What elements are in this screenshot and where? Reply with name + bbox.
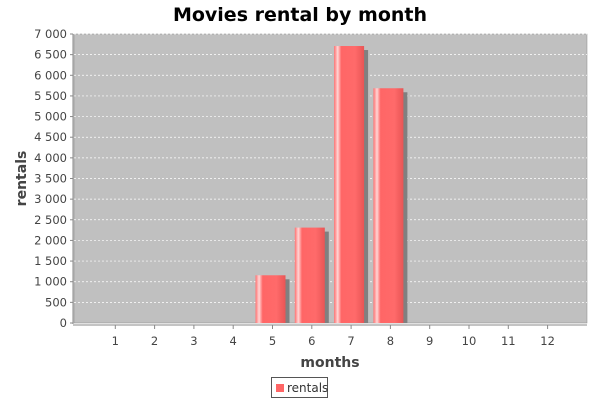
y-axis: 0 500 1 000 1 500 2 000 2 500 3 000 3 500 4 000 4… — [34, 27, 74, 330]
bar-8 — [373, 88, 404, 324]
y-tick-label: 5 000 — [34, 110, 67, 124]
x-tick-label: 3 — [190, 334, 197, 348]
bar-5 — [255, 275, 286, 323]
x-tick-label: 11 — [501, 334, 516, 348]
x-tick-label: 12 — [540, 334, 555, 348]
legend-label: rentals — [287, 381, 328, 395]
bar-6 — [294, 227, 325, 323]
x-tick-label: 1 — [112, 334, 119, 348]
x-axis-label: months — [300, 355, 359, 371]
y-tick-label: 5 500 — [34, 89, 67, 103]
x-axis: 1 2 3 4 5 6 7 8 9 10 11 12 — [73, 324, 587, 348]
y-tick-label: 6 500 — [34, 48, 67, 62]
bar-7 — [334, 46, 365, 324]
y-tick-label: 500 — [45, 295, 67, 309]
legend-box — [271, 377, 328, 398]
y-tick-label: 4 500 — [34, 130, 67, 144]
y-tick-label: 2 000 — [34, 233, 67, 247]
x-tick-label: 6 — [308, 334, 315, 348]
y-tick-label: 7 000 — [34, 27, 67, 41]
y-tick-label: 6 000 — [34, 68, 67, 82]
y-tick-label: 1 500 — [34, 254, 67, 268]
x-tick-label: 5 — [269, 334, 276, 348]
x-tick-label: 2 — [151, 334, 158, 348]
y-axis-label: rentals — [14, 151, 30, 207]
y-tick-label: 2 500 — [34, 213, 67, 227]
y-tick-label: 4 000 — [34, 151, 67, 165]
x-tick-label: 9 — [426, 334, 433, 348]
y-tick-label: 1 000 — [34, 275, 67, 289]
bars — [255, 46, 408, 324]
grid-lines — [74, 33, 587, 303]
legend: rentals — [271, 377, 328, 398]
x-tick-label: 7 — [347, 334, 354, 348]
x-tick-label: 8 — [387, 334, 394, 348]
y-tick-label: 0 — [60, 316, 67, 330]
legend-swatch — [276, 384, 284, 392]
y-tick-label: 3 000 — [34, 192, 67, 206]
x-tick-label: 4 — [230, 334, 237, 348]
y-tick-label: 3 500 — [34, 172, 67, 186]
chart-title: Movies rental by month — [173, 4, 427, 26]
x-tick-label: 10 — [462, 334, 477, 348]
